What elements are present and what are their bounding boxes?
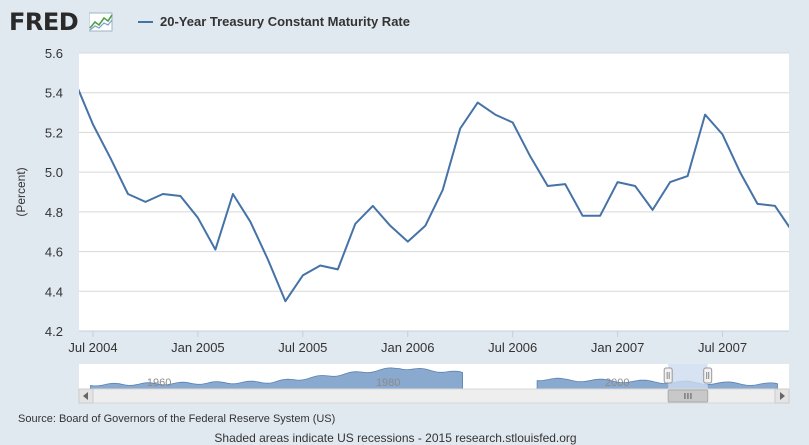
x-tick-label: Jul 2006 [488,340,537,355]
x-tick-label: Jul 2005 [278,340,327,355]
navigator-selection[interactable] [668,364,708,389]
chart-legend[interactable]: 20-Year Treasury Constant Maturity Rate [138,14,410,29]
y-tick-label: 5.2 [45,125,63,140]
footer-text: Shaded areas indicate US recessions - 20… [214,431,577,445]
fred-chart-logo-icon [89,12,113,32]
y-tick-label: 5.6 [45,46,63,61]
y-axis: 4.2 4.4 4.6 4.8 5.0 5.2 5.4 5.6 [45,46,63,339]
navigator-area [90,367,463,390]
x-tick-label: Jan 2006 [381,340,435,355]
x-tick-label: Jul 2007 [698,340,747,355]
y-tick-label: 5.4 [45,86,63,101]
x-tick-label: Jul 2004 [68,340,117,355]
y-tick-label: 4.4 [45,284,63,299]
x-tick-label: Jan 2007 [591,340,645,355]
source-text: Source: Board of Governors of the Federa… [18,413,336,425]
legend-line-swatch [138,20,153,23]
plot-background [79,53,789,331]
y-tick-label: 4.6 [45,245,63,260]
y-tick-label: 4.8 [45,205,63,220]
scrollbar[interactable] [78,388,790,404]
x-tick-label: Jan 2005 [171,340,225,355]
series-line[interactable] [76,83,793,303]
navigator-left-handle[interactable] [663,367,673,384]
navigator-right-handle[interactable] [703,367,713,384]
chevron-left-icon [83,392,88,400]
navigator-year-label: 1960 [147,377,171,389]
series-group [76,83,793,303]
navigator-year-label: 1980 [376,377,400,389]
y-axis-label: (Percent) [14,167,28,216]
x-axis: Jul 2004 Jan 2005 Jul 2005 Jan 2006 Jul 2006… [68,330,789,355]
legend-label: 20-Year Treasury Constant Maturity Rate [160,14,410,29]
navigator-area [536,377,778,390]
y-tick-label: 4.2 [45,324,63,339]
chevron-right-icon [780,392,785,400]
navigator-year-label: 2000 [605,377,629,389]
navigator[interactable]: 1960 1980 2000 [79,364,789,390]
y-tick-label: 5.0 [45,165,63,180]
fred-logo: FRED [9,8,79,36]
